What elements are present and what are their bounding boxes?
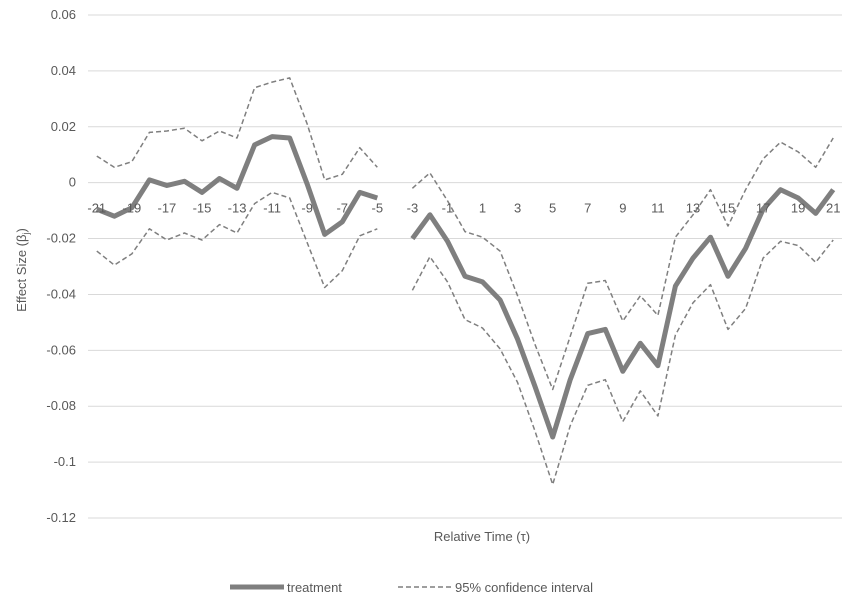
gridlines xyxy=(88,14,842,519)
series-lines xyxy=(95,77,836,486)
x-tick-label: 13 xyxy=(686,201,700,216)
x-tick-label: -21 xyxy=(87,201,106,216)
y-tick-label: 0.04 xyxy=(51,63,76,78)
x-tick-label: -1 xyxy=(442,201,454,216)
x-tick-label: 5 xyxy=(549,201,556,216)
x-tick-label: 21 xyxy=(826,201,840,216)
x-tick-label: 15 xyxy=(721,201,735,216)
x-tick-label: 7 xyxy=(584,201,591,216)
legend: treatment 95% confidence interval xyxy=(230,580,593,595)
y-tick-label: 0.02 xyxy=(51,119,76,134)
x-tick-label: -7 xyxy=(336,201,348,216)
x-tick-label: -17 xyxy=(158,201,177,216)
y-axis-title-subscript: j xyxy=(21,233,31,236)
x-tick-label: -3 xyxy=(407,201,419,216)
x-tick-label: -9 xyxy=(301,201,313,216)
x-tick-label: -19 xyxy=(122,201,141,216)
x-tick-label: -13 xyxy=(228,201,247,216)
x-tick-label: 11 xyxy=(651,201,665,216)
x-axis-title: Relative Time (τ) xyxy=(434,529,530,544)
x-tick-label: 1 xyxy=(479,201,486,216)
y-tick-label: -0.08 xyxy=(46,398,76,413)
legend-ci-label: 95% confidence interval xyxy=(455,580,593,595)
x-tick-label: 3 xyxy=(514,201,521,216)
ci-lower-line xyxy=(96,191,378,289)
y-tick-label: -0.12 xyxy=(46,510,76,525)
legend-treatment-label: treatment xyxy=(287,580,342,595)
x-tick-label: -5 xyxy=(372,201,384,216)
x-tick-label: 17 xyxy=(756,201,770,216)
x-tick-label: -15 xyxy=(193,201,212,216)
x-tick-label: 9 xyxy=(619,201,626,216)
y-axis-title-end: ) xyxy=(14,228,29,232)
y-tick-label: -0.04 xyxy=(46,286,76,301)
x-axis-ticks: -21 -19 -17 -15 -13 -11 -9 -7 -5 -3 -1 1 3 5 7 9 11 13 15 1… xyxy=(87,201,840,216)
y-tick-label: -0.02 xyxy=(46,231,76,246)
ci-upper-line xyxy=(411,137,834,391)
treatment-line xyxy=(95,134,379,237)
treatment-line xyxy=(410,187,836,440)
y-tick-label: -0.06 xyxy=(46,342,76,357)
y-tick-label: -0.1 xyxy=(54,454,76,469)
y-axis-ticks: 0.06 0.04 0.02 0 -0.02 -0.04 -0.06 -0.08 -0.1 -0.… xyxy=(46,7,76,525)
y-axis-title: Effect Size (βj) xyxy=(14,228,31,312)
x-tick-label: -11 xyxy=(263,201,281,216)
ci-upper-line xyxy=(96,77,378,181)
ci-lower-line xyxy=(411,239,834,486)
y-tick-label: 0 xyxy=(69,175,76,190)
y-tick-label: 0.06 xyxy=(51,7,76,22)
x-tick-label: 19 xyxy=(791,201,805,216)
y-axis-title-main: Effect Size (β xyxy=(14,235,29,312)
